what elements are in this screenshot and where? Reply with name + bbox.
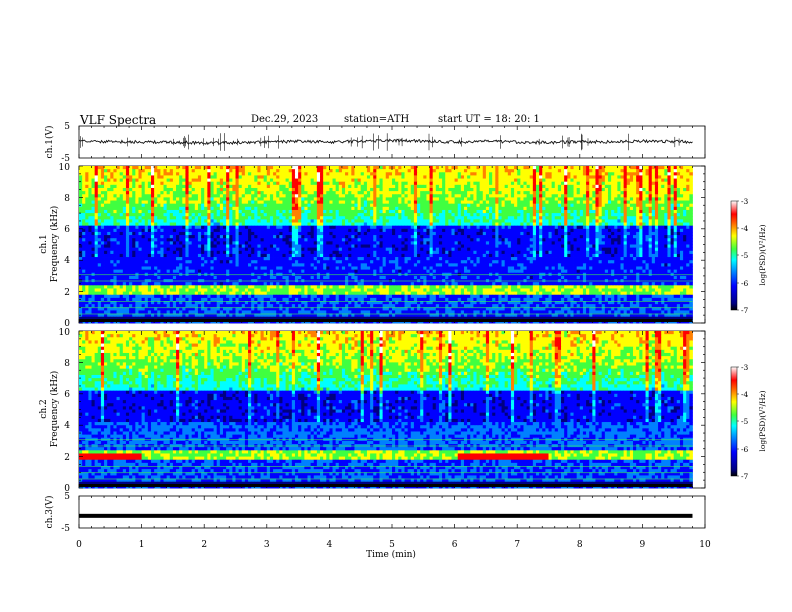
x-tick-label: 9	[640, 540, 646, 550]
ch2-spectrogram-image	[79, 331, 693, 488]
ch1-colorbar-label: log(PSD)(V²/Hz)	[758, 224, 767, 285]
ch2-colorbar-tick: -3	[741, 363, 749, 372]
x-tick-label: 2	[201, 540, 207, 550]
ch2-colorbar-tick: -5	[741, 417, 749, 426]
ch1-colorbar-tick: -3	[741, 197, 749, 206]
ch1-spec-ytick: 10	[59, 163, 71, 173]
ch1-spectrogram-image	[79, 166, 693, 323]
x-tick-label: 1	[139, 540, 145, 550]
ch2-spec-ytick: 10	[59, 328, 71, 338]
ch3-waveform-line	[79, 514, 692, 518]
ch2-colorbar-tick: -4	[741, 390, 749, 399]
ch2-spec-ytick: 8	[64, 359, 70, 369]
x-tick-label: 7	[514, 540, 520, 550]
x-tick-label: 4	[327, 540, 333, 550]
x-tick-label: 5	[389, 540, 395, 550]
ch1-spec-ytick: 2	[64, 288, 70, 298]
ch2-spec-ylabel-frequency: Frequency (kHz)	[49, 371, 60, 448]
ch2-spec-ytick: 2	[64, 453, 70, 463]
ch1-spec-ytick: 8	[64, 194, 70, 204]
x-tick-label: 6	[452, 540, 458, 550]
ch1-spec-ytick: 6	[64, 225, 70, 235]
ch2-spec-ytick: 4	[64, 421, 70, 431]
ch2-colorbar	[731, 367, 737, 476]
x-tick-label: 0	[76, 540, 82, 550]
ch1-colorbar	[731, 201, 737, 310]
ch3-wave-ytick: -5	[61, 524, 70, 534]
ch1-colorbar-tick: -5	[741, 251, 749, 260]
ch3-wave-ytick: 5	[64, 492, 70, 502]
ch1-spec-ytick: 4	[64, 256, 70, 266]
ch1-colorbar-tick: -7	[741, 306, 749, 315]
ch1-waveform-line	[79, 139, 693, 144]
x-tick-label: 3	[264, 540, 270, 550]
x-tick-label: 8	[577, 540, 583, 550]
ch1-wave-ylabel: ch.1(V)	[44, 126, 55, 159]
ch1-colorbar-tick: -6	[741, 279, 749, 288]
ch2-spec-ytick: 6	[64, 390, 70, 400]
x-axis-label: Time (min)	[366, 549, 416, 560]
ch1-colorbar-tick: -4	[741, 224, 749, 233]
x-tick-label: 10	[699, 540, 711, 550]
ch3-wave-ylabel: ch.3(V)	[44, 496, 55, 529]
ch1-spec-ylabel-channel: ch.1	[39, 234, 49, 253]
ch1-spec-ylabel-frequency: Frequency (kHz)	[49, 206, 60, 283]
ch3-waveform-frame	[79, 496, 705, 528]
ch2-colorbar-tick: -6	[741, 445, 749, 454]
ch1-wave-ytick: 5	[64, 122, 70, 132]
ch2-colorbar-tick: -7	[741, 472, 749, 481]
ch2-colorbar-label: log(PSD)(V²/Hz)	[758, 390, 767, 451]
ch2-spec-ylabel-channel: ch.2	[39, 399, 49, 418]
